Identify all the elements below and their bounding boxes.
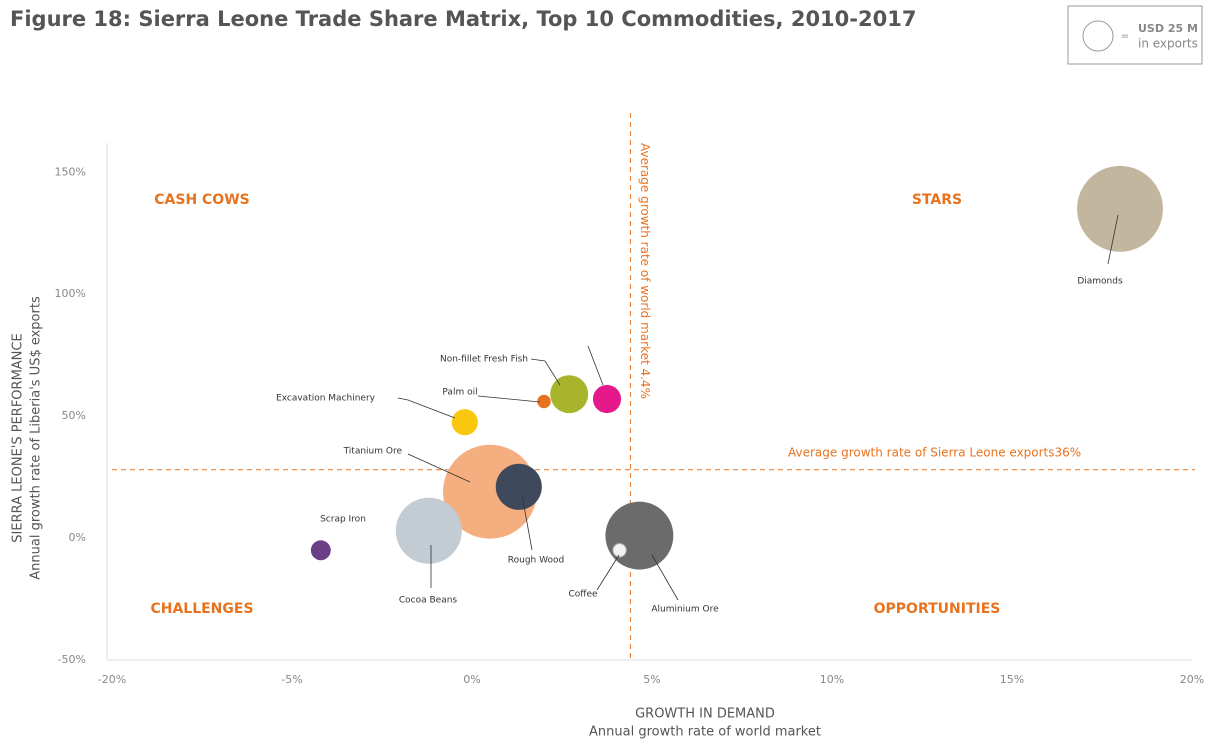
- point-label: Non-fillet Fresh Fish: [440, 355, 528, 365]
- x-tick-label: 0%: [463, 673, 480, 686]
- chart-title: Figure 18: Sierra Leone Trade Share Matr…: [10, 7, 916, 31]
- leader-line: [521, 494, 533, 551]
- bubble: [605, 501, 674, 570]
- x-axis-subtitle: Annual growth rate of world market: [589, 725, 821, 740]
- bubble: [395, 497, 462, 564]
- leader-line: [397, 397, 456, 419]
- leader-line: [1107, 214, 1119, 265]
- x-tick-label: -5%: [281, 673, 302, 686]
- y-axis-title: SIERRA LEONE'S PERFORMANCE: [11, 333, 26, 542]
- bubble: [1077, 165, 1163, 252]
- point-label: Excavation Machinery: [276, 394, 376, 404]
- reference-label: Average growth rate of world market 4.4%: [638, 143, 652, 399]
- reference-label: Average growth rate of Sierra Leone expo…: [788, 445, 1081, 459]
- leader-line: [587, 345, 604, 386]
- bubble: [310, 540, 331, 561]
- point-label: Diamonds: [1077, 277, 1123, 287]
- x-tick-label: -20%: [98, 673, 126, 686]
- point-label: Cocoa Beans: [399, 596, 458, 606]
- leader-line: [530, 358, 561, 386]
- x-tick-label: 5%: [643, 673, 660, 686]
- leader-line: [596, 554, 620, 591]
- size-legend-circle: [1082, 20, 1114, 52]
- bubble: [592, 384, 622, 414]
- size-legend-label: USD 25 M: [1138, 22, 1198, 35]
- quadrant-label: OPPORTUNITIES: [874, 601, 1001, 617]
- bubble: [612, 543, 627, 558]
- bubble: [550, 375, 589, 414]
- bubble: [537, 394, 551, 409]
- x-tick-label: 10%: [820, 673, 844, 686]
- quadrant-label: STARS: [912, 192, 962, 208]
- y-axis-subtitle: Annual growth rate of Liberia's US$ expo…: [29, 296, 44, 580]
- point-label: Coffee: [568, 590, 598, 600]
- point-label: Palm oil: [442, 388, 477, 398]
- point-label: Aluminium Ore: [651, 605, 719, 615]
- y-tick-label: 50%: [62, 409, 86, 422]
- leader-line: [651, 554, 679, 601]
- y-tick-label: -50%: [58, 653, 86, 666]
- y-tick-label: 150%: [55, 165, 86, 178]
- bubble: [495, 463, 542, 510]
- x-tick-label: 15%: [1000, 673, 1024, 686]
- y-tick-label: 0%: [69, 531, 86, 544]
- x-axis-title: GROWTH IN DEMAND: [635, 707, 775, 722]
- bubble: [451, 409, 478, 436]
- point-label: Titanium Ore: [343, 447, 403, 457]
- y-tick-label: 100%: [55, 287, 86, 300]
- leader-line: [477, 395, 541, 403]
- x-tick-label: 20%: [1180, 673, 1204, 686]
- quadrant-label: CASH COWS: [154, 192, 249, 208]
- size-legend-box: [1067, 5, 1203, 65]
- quadrant-label: CHALLENGES: [150, 601, 253, 617]
- point-label: Scrap Iron: [320, 515, 366, 525]
- size-legend-note: in exports: [1138, 37, 1198, 51]
- point-label: Rough Wood: [508, 556, 564, 566]
- leader-line: [407, 453, 471, 483]
- size-legend-symbol: =: [1121, 31, 1129, 42]
